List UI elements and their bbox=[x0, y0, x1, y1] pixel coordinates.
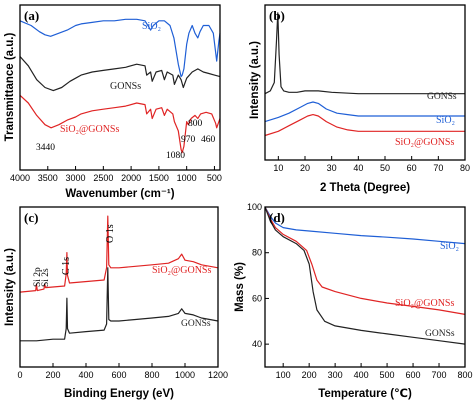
panel-c-xtick-label: 200 bbox=[45, 370, 60, 380]
panel-b-frame bbox=[264, 4, 466, 161]
panel-c-xtick-label: 0 bbox=[17, 370, 22, 380]
panel-a-xtick-label: 500 bbox=[207, 173, 222, 183]
panel-b-legend-gonss: GONSs bbox=[427, 92, 457, 102]
panel-b-legend-composite: SiO₂@GONSs bbox=[395, 137, 454, 148]
panel-c-label: (c) bbox=[24, 210, 38, 225]
panel-a-peak-800: 800 bbox=[188, 119, 203, 129]
panel-d-xtick-label: 200 bbox=[302, 370, 317, 380]
panel-b-label: (b) bbox=[269, 8, 285, 23]
panel-d-xtick-label: 700 bbox=[432, 370, 447, 380]
panel-d-ytick-label: 40 bbox=[252, 339, 262, 349]
panel-d-series-composite-line bbox=[264, 206, 466, 315]
panel-d-curves bbox=[264, 206, 466, 345]
panel-b-curves bbox=[264, 12, 465, 137]
panel-a-ylabel: Transmittance (a.u.) bbox=[4, 33, 16, 142]
panel-c-curves bbox=[19, 215, 219, 342]
panel-a-legend-composite: SiO₂@GONSs bbox=[60, 124, 119, 135]
panel-c-legend-gonss: GONSs bbox=[181, 319, 211, 329]
panel-d-xtick-label: 100 bbox=[276, 370, 291, 380]
panel-c: 0 200 400 600 800 1000 1200 (c) Binding Energy… bbox=[4, 206, 228, 400]
panel-d-label: (d) bbox=[269, 210, 285, 225]
panel-d-ylabel: Mass (%) bbox=[234, 262, 246, 312]
panel-a-legend-gonss: GONSs bbox=[110, 81, 141, 92]
panel-a-peak-970: 970 bbox=[181, 135, 196, 145]
panel-a-series-gonss-line bbox=[19, 56, 221, 92]
panel-d-legend-gonss: GONSs bbox=[425, 329, 455, 339]
panel-b-ticks: 10 20 30 40 50 60 70 80 bbox=[273, 156, 470, 173]
panel-d-xtick-label: 800 bbox=[457, 370, 472, 380]
panel-b-legend-sio2: SiO₂ bbox=[436, 115, 455, 126]
panel-d-legend-sio2: SiO₂ bbox=[440, 241, 459, 252]
panel-c-xtick-label: 1000 bbox=[175, 370, 195, 380]
panel-c-peak-si2s: Si 2s bbox=[41, 268, 51, 287]
panel-c-xlabel: Binding Energy (eV) bbox=[64, 388, 174, 400]
panel-b-xtick-label: 40 bbox=[353, 163, 363, 173]
panel-c-series-composite-line bbox=[19, 215, 219, 293]
panel-b-xtick-label: 70 bbox=[433, 163, 443, 173]
panel-c-series-gonss-line bbox=[20, 267, 219, 342]
panel-d-xtick-label: 600 bbox=[406, 370, 421, 380]
panel-a-ticks: 4000 3500 3000 2500 2000 1500 1000 500 bbox=[10, 166, 222, 183]
panel-c-xtick-label: 600 bbox=[111, 370, 126, 380]
panel-c-legend-composite: SiO₂@GONSs bbox=[152, 265, 211, 276]
panel-a-curves bbox=[19, 18, 221, 154]
panel-d-xtick-label: 500 bbox=[380, 370, 395, 380]
panel-d-ytick-label: 100 bbox=[247, 202, 262, 212]
panel-b-xtick-label: 50 bbox=[380, 163, 390, 173]
panel-a-legend-sio2: SiO₂ bbox=[142, 21, 161, 32]
panel-d-series-sio2-line bbox=[264, 206, 466, 245]
panel-a-xtick-label: 3500 bbox=[38, 173, 58, 183]
panel-c-xtick-label: 400 bbox=[78, 370, 93, 380]
panel-b-ylabel: Intensity (a.u.) bbox=[249, 41, 261, 119]
panel-c-peak-c1s: C 1s bbox=[61, 257, 72, 275]
panel-a-xlabel: Wavenumber (cm⁻¹) bbox=[65, 188, 174, 200]
panel-d-frame bbox=[264, 206, 466, 368]
panel-d-ticks: 100 200 300 400 500 600 700 800 40 60 80 100 bbox=[247, 202, 473, 380]
panel-a-xtick-label: 2000 bbox=[121, 173, 141, 183]
panel-d-xtick-label: 300 bbox=[328, 370, 343, 380]
panel-b-xlabel: 2 Theta (Degree) bbox=[320, 182, 410, 194]
panel-c-peak-o1s: O 1s bbox=[105, 224, 116, 243]
panel-b: 10 20 30 40 50 60 70 80 (b) 2 Theta (Degree) In… bbox=[249, 4, 470, 194]
panel-a-label: (a) bbox=[24, 8, 39, 23]
panel-c-ylabel: Intensity (a.u.) bbox=[4, 248, 16, 326]
panel-a-xtick-label: 4000 bbox=[10, 173, 30, 183]
panel-c-xtick-label: 800 bbox=[144, 370, 159, 380]
panel-a-xtick-label: 1000 bbox=[177, 173, 197, 183]
panel-a-frame bbox=[19, 4, 221, 171]
panel-a-peak-1080: 1080 bbox=[166, 151, 185, 161]
panel-d-xlabel: Temperature (℃) bbox=[318, 388, 412, 400]
panel-d: 100 200 300 400 500 600 700 800 40 60 80 100 (d) Te… bbox=[234, 202, 473, 400]
panel-c-xtick-label: 1200 bbox=[208, 370, 228, 380]
panel-a-series-composite-line bbox=[19, 94, 221, 154]
panel-a-peak-3440: 3440 bbox=[36, 143, 55, 153]
panel-a-xtick-label: 1500 bbox=[149, 173, 169, 183]
panel-a-xtick-label: 2500 bbox=[93, 173, 113, 183]
panel-b-xtick-label: 20 bbox=[300, 163, 310, 173]
panel-d-ytick-label: 60 bbox=[252, 293, 262, 303]
panel-b-series-composite-line bbox=[264, 114, 465, 137]
panel-b-xtick-label: 80 bbox=[460, 163, 470, 173]
panel-a: 4000 3500 3000 2500 2000 1500 1000 500 (a) Wave… bbox=[4, 4, 222, 200]
panel-c-ticks: 0 200 400 600 800 1000 1200 bbox=[17, 363, 228, 380]
panel-d-series-gonss-line bbox=[264, 206, 466, 345]
panel-a-peak-460: 460 bbox=[201, 135, 216, 145]
panel-a-xtick-label: 3000 bbox=[66, 173, 86, 183]
panel-b-xtick-label: 30 bbox=[327, 163, 337, 173]
panel-b-series-gonss-line bbox=[264, 12, 465, 95]
panel-c-peak-si2p: Si 2p bbox=[33, 267, 43, 287]
panel-d-xtick-label: 400 bbox=[354, 370, 369, 380]
panel-d-ytick-label: 80 bbox=[252, 248, 262, 258]
panel-b-xtick-label: 60 bbox=[407, 163, 417, 173]
panel-a-series-sio2-line bbox=[19, 18, 221, 78]
panel-b-xtick-label: 10 bbox=[273, 163, 283, 173]
panel-d-legend-composite: SiO₂@GONSs bbox=[395, 298, 454, 309]
panel-b-series-sio2-line bbox=[264, 101, 465, 123]
